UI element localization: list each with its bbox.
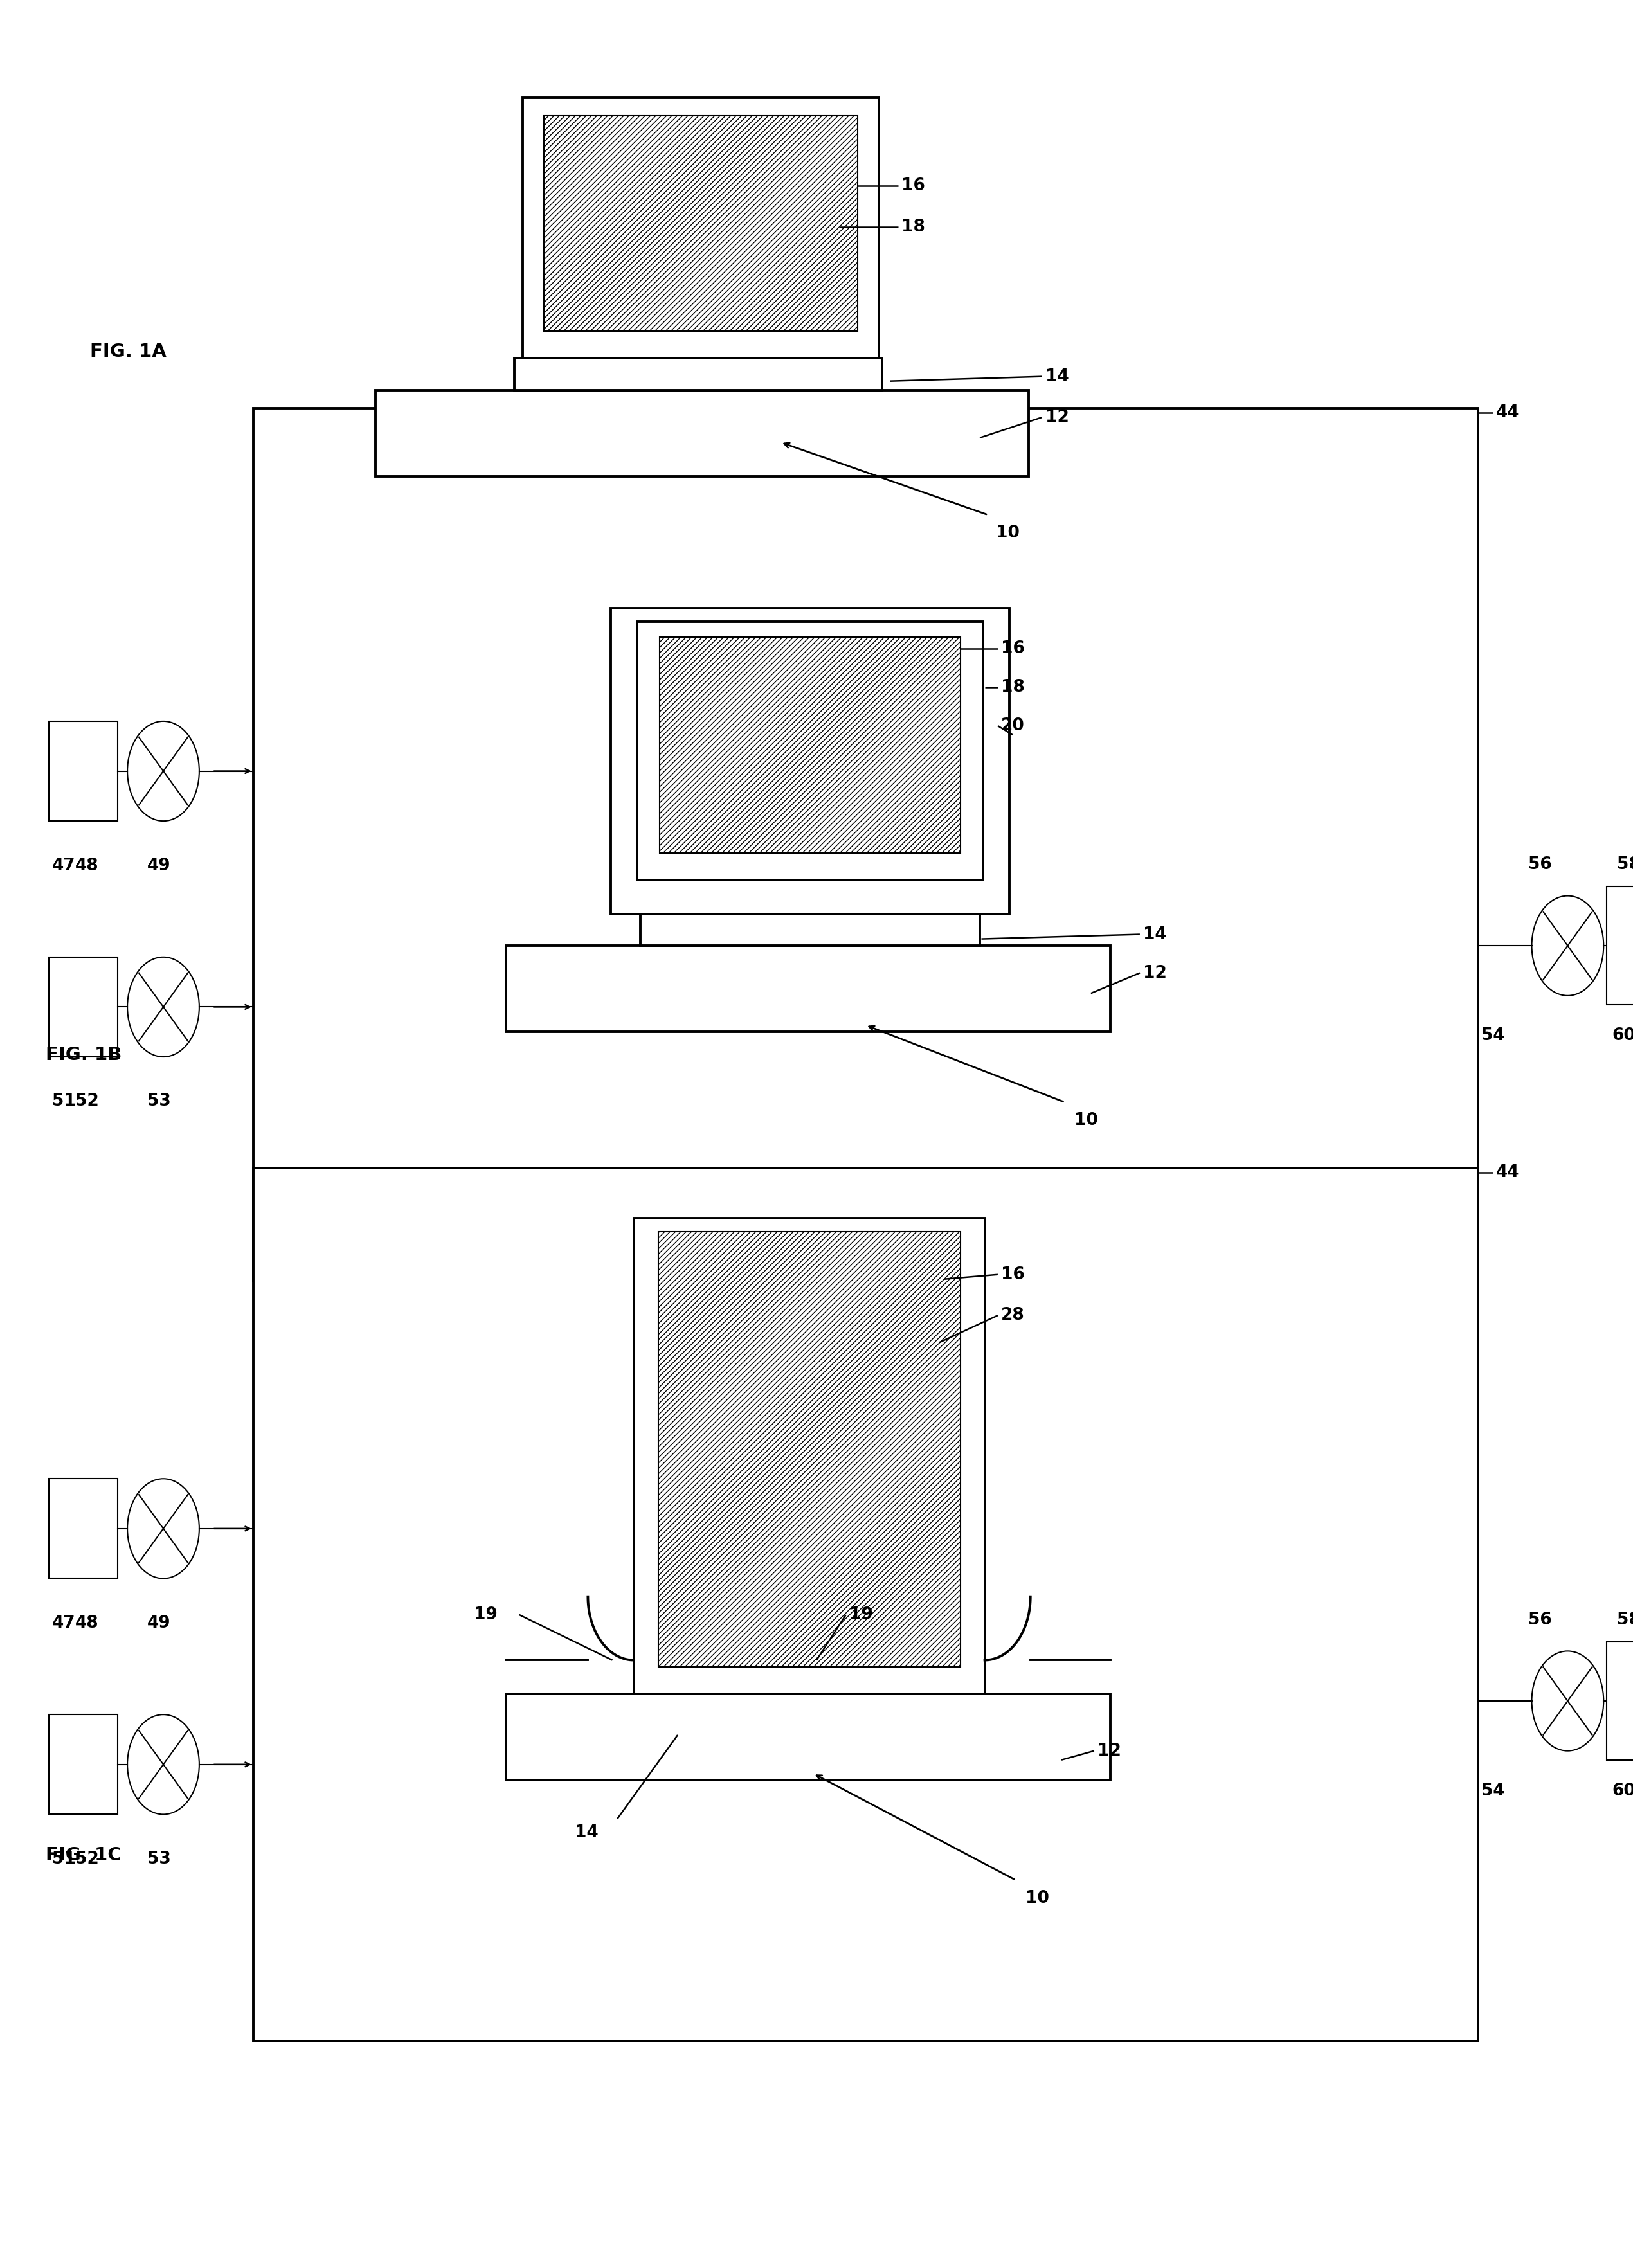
Text: 20: 20 xyxy=(1001,717,1024,735)
Text: 28: 28 xyxy=(1001,1306,1024,1325)
Text: 47: 47 xyxy=(52,1615,75,1631)
Text: 12: 12 xyxy=(1097,1742,1122,1760)
Text: 19: 19 xyxy=(849,1606,874,1624)
Bar xyxy=(253,408,1478,1281)
Bar xyxy=(514,358,882,390)
Text: FIG. 1A: FIG. 1A xyxy=(90,342,167,361)
Text: 16: 16 xyxy=(901,177,926,195)
Text: 14: 14 xyxy=(1143,925,1166,943)
Text: 18: 18 xyxy=(1001,678,1026,696)
Text: 51: 51 xyxy=(52,1093,77,1109)
Text: 60: 60 xyxy=(1612,1783,1633,1799)
Bar xyxy=(660,637,960,853)
Bar xyxy=(506,946,1110,1032)
Bar xyxy=(49,1715,118,1814)
Text: 10: 10 xyxy=(996,524,1021,542)
Text: 48: 48 xyxy=(75,1615,98,1631)
Text: 49: 49 xyxy=(147,1615,170,1631)
Text: 53: 53 xyxy=(147,1851,170,1867)
Bar xyxy=(611,608,1009,914)
Text: 53: 53 xyxy=(147,1093,170,1109)
Bar xyxy=(49,721,118,821)
Text: FIG. 1C: FIG. 1C xyxy=(46,1846,121,1864)
Text: 14: 14 xyxy=(575,1823,598,1842)
Text: 19: 19 xyxy=(474,1606,498,1624)
Text: 12: 12 xyxy=(1045,408,1070,426)
Text: 44: 44 xyxy=(1496,1163,1519,1182)
Text: 10: 10 xyxy=(1075,1111,1099,1129)
Text: FIG. 1B: FIG. 1B xyxy=(46,1046,122,1064)
Bar xyxy=(1607,1642,1633,1760)
Text: 18: 18 xyxy=(901,218,926,236)
Bar xyxy=(1607,887,1633,1005)
Bar xyxy=(253,1168,1478,2041)
Text: 58: 58 xyxy=(1617,857,1633,873)
Text: 51: 51 xyxy=(52,1851,77,1867)
Text: 60: 60 xyxy=(1612,1027,1633,1043)
Text: 54: 54 xyxy=(1481,1027,1504,1043)
Text: 10: 10 xyxy=(1026,1889,1050,1907)
Bar xyxy=(658,1232,960,1667)
Text: 12: 12 xyxy=(1143,964,1168,982)
Bar xyxy=(523,98,879,358)
Bar xyxy=(49,957,118,1057)
Text: 16: 16 xyxy=(1001,1266,1026,1284)
Bar xyxy=(506,1694,1110,1780)
Bar xyxy=(544,116,857,331)
Text: 52: 52 xyxy=(75,1851,98,1867)
Text: 14: 14 xyxy=(1045,367,1068,386)
Text: 56: 56 xyxy=(1528,1613,1551,1628)
Text: 54: 54 xyxy=(1481,1783,1504,1799)
Text: 16: 16 xyxy=(1001,640,1026,658)
Bar xyxy=(634,1218,985,1694)
Text: 52: 52 xyxy=(75,1093,98,1109)
Text: 49: 49 xyxy=(147,857,170,873)
Text: 48: 48 xyxy=(75,857,98,873)
Text: 58: 58 xyxy=(1617,1613,1633,1628)
Text: 47: 47 xyxy=(52,857,75,873)
Bar xyxy=(49,1479,118,1579)
Bar xyxy=(640,914,980,946)
Text: 44: 44 xyxy=(1496,404,1519,422)
Bar xyxy=(376,390,1029,476)
Text: 56: 56 xyxy=(1528,857,1551,873)
Bar xyxy=(637,621,983,880)
